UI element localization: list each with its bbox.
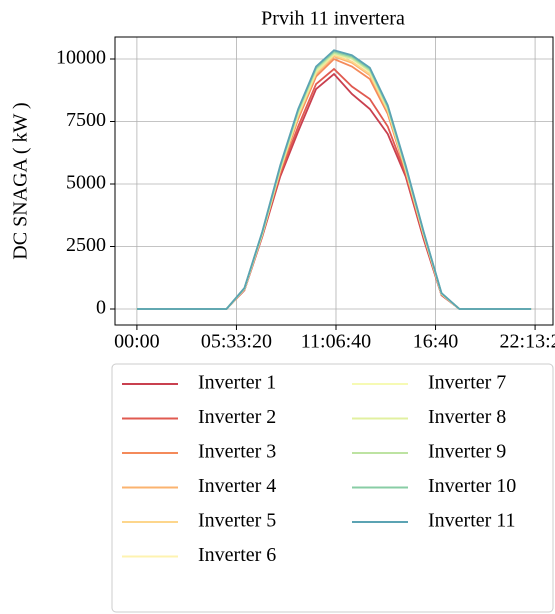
legend-label: Inverter 9 <box>428 441 506 463</box>
series-line <box>136 54 532 310</box>
series-line <box>136 52 532 310</box>
plot-frame <box>114 36 554 326</box>
x-tick-label: 16:40 <box>413 331 459 353</box>
y-tick-label: 10000 <box>56 47 106 69</box>
legend-label: Inverter 6 <box>198 544 276 566</box>
series-line <box>136 67 532 310</box>
legend-label: Inverter 2 <box>198 406 276 428</box>
series-line <box>136 72 532 310</box>
legend-label: Inverter 7 <box>428 372 506 394</box>
x-tick-label: 00:00 <box>114 331 160 353</box>
y-tick-label: 7500 <box>66 109 106 131</box>
legend-label: Inverter 10 <box>428 475 516 497</box>
series-line <box>136 51 532 310</box>
series-line <box>136 49 532 310</box>
legend-label: Inverter 1 <box>198 372 276 394</box>
y-axis-label: DC SNAGA ( kW ) <box>10 102 32 259</box>
y-tick-label: 2500 <box>66 234 106 256</box>
series-line <box>136 50 532 310</box>
series-line <box>136 52 532 310</box>
legend-label: Inverter 8 <box>428 406 506 428</box>
series-line <box>136 55 532 310</box>
legend-label: Inverter 3 <box>198 441 276 463</box>
legend-label: Inverter 4 <box>198 475 276 497</box>
chart-title: Prvih 11 invertera <box>261 8 405 30</box>
x-tick-label: 05:33:20 <box>201 331 272 353</box>
x-tick-label: 11:06:40 <box>301 331 371 353</box>
series-line <box>136 52 532 310</box>
y-tick-label: 5000 <box>66 172 106 194</box>
legend-box <box>111 363 554 613</box>
y-tick-label: 0 <box>96 297 106 319</box>
legend-label: Inverter 11 <box>428 510 516 532</box>
x-tick-label: 22:13:20 <box>500 331 555 353</box>
legend-label: Inverter 5 <box>198 510 276 532</box>
